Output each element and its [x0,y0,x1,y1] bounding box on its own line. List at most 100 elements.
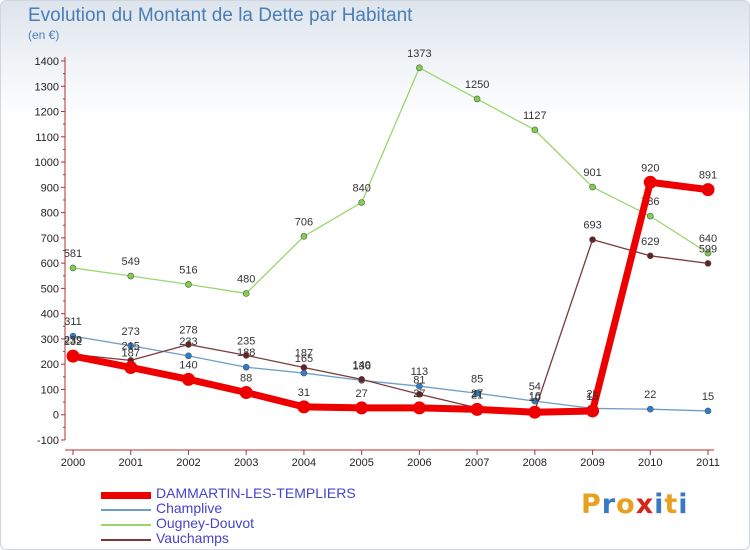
legend-swatch [101,539,151,541]
x-tick-label: 2007 [465,457,489,469]
data-label-vauchamps: 16 [529,391,541,403]
legend-label: Vauchamps [156,530,229,546]
y-tick-label: 200 [41,359,59,371]
data-point-ougney-douvot [300,233,308,240]
data-point-ougney-douvot [416,64,423,72]
data-point-vauchamps [704,260,712,267]
data-point-vauchamps [300,364,308,371]
y-tick-label: -100 [37,435,59,447]
data-label-champlive: 136 [352,360,370,372]
data-point-ougney-douvot [185,281,192,288]
data-label-ougney-douvot: 581 [64,248,82,260]
series-line-dammartin-les-templiers [72,178,709,416]
data-label-dammartin-les-templiers: 187 [122,347,140,359]
data-label-champlive: 165 [295,353,313,365]
chart-title: Evolution du Montant de la Dette par Hab… [28,5,413,26]
data-label-dammartin-les-templiers: 21 [471,389,483,401]
data-point-ougney-douvot [704,249,712,257]
data-label-dammartin-les-templiers: 27 [356,388,368,400]
legend-swatch [101,491,151,499]
data-label-champlive: 273 [122,326,140,338]
data-point-champlive [416,382,423,390]
data-label-dammartin-les-templiers: 27 [413,388,425,400]
data-point-dammartin-les-templiers [470,402,484,416]
data-point-champlive [704,407,712,415]
data-point-dammartin-les-templiers [355,401,369,415]
data-label-vauchamps: 140 [352,359,370,371]
data-point-ougney-douvot [358,199,365,206]
data-label-vauchamps: 239 [64,334,82,346]
data-label-champlive: 15 [702,391,714,403]
y-tick-label: 1200 [35,107,59,119]
y-tick-label: 300 [41,334,59,346]
data-label-ougney-douvot: 1250 [465,79,489,91]
data-point-champlive [127,342,135,350]
data-point-vauchamps [242,352,250,359]
data-point-dammartin-les-templiers [124,360,138,374]
data-point-champlive [185,352,192,360]
chart-unit-label: (en €) [28,28,60,42]
y-tick-label: 800 [41,208,59,220]
data-label-vauchamps: 599 [699,243,717,255]
x-tick-label: 2003 [234,457,258,469]
data-label-dammartin-les-templiers: 920 [641,162,659,174]
x-tick-label: 2011 [696,457,720,469]
data-point-dammartin-les-templiers [66,349,80,363]
data-label-ougney-douvot: 480 [237,273,255,285]
data-point-dammartin-les-templiers [239,385,253,399]
proxiti-logo: Proxiti [581,489,689,520]
data-point-ougney-douvot [531,126,539,134]
x-tick-label: 2001 [118,457,142,469]
data-label-ougney-douvot: 706 [295,216,313,228]
data-label-vauchamps: 187 [295,347,313,359]
y-tick-label: 900 [41,182,59,194]
data-point-champlive [646,405,654,413]
x-tick-label: 2005 [349,457,373,469]
data-point-champlive [473,389,481,397]
data-point-vauchamps [416,390,423,398]
y-tick-label: 700 [41,233,59,245]
data-label-vauchamps: 278 [179,324,197,336]
data-point-dammartin-les-templiers [181,372,195,386]
data-point-vauchamps [358,376,365,383]
data-point-dammartin-les-templiers [586,404,600,418]
logo-letter: i [654,489,665,520]
data-label-ougney-douvot: 840 [352,182,370,194]
logo-letter: x [635,489,655,520]
legend-swatch [101,509,151,511]
legend-label: DAMMARTIN-LES-TEMPLIERS [156,485,356,501]
y-tick-label: 600 [41,258,59,270]
x-tick-label: 2000 [61,457,85,469]
data-label-dammartin-les-templiers: 10 [529,392,541,404]
data-point-dammartin-les-templiers [643,175,657,189]
logo-letter: i [678,489,689,520]
data-label-dammartin-les-templiers: 88 [240,372,252,384]
y-tick-label: 400 [41,309,59,321]
data-label-champlive: 85 [471,373,483,385]
data-label-dammartin-les-templiers: 232 [64,336,82,348]
logo-letter: P [581,489,602,520]
data-label-vauchamps: 693 [583,220,601,232]
data-label-ougney-douvot: 1127 [523,110,547,122]
data-label-vauchamps: 629 [641,236,659,248]
legend-label: Champlive [156,500,223,516]
data-label-vauchamps: 81 [413,374,425,386]
data-label-champlive: 22 [644,389,656,401]
data-point-ougney-douvot [473,95,481,103]
data-point-ougney-douvot [646,212,654,220]
data-label-vauchamps: 27 [471,388,483,400]
data-label-champlive: 54 [529,381,541,393]
x-tick-label: 2010 [638,457,662,469]
data-label-vauchamps: 215 [122,340,140,352]
data-label-vauchamps: 235 [237,335,255,347]
data-label-dammartin-les-templiers: 891 [699,170,717,182]
logo-letter: r [601,489,617,520]
data-point-vauchamps [589,236,596,243]
logo-letter: o [616,489,636,520]
data-point-champlive [242,363,250,371]
data-point-dammartin-les-templiers [528,405,542,419]
data-point-champlive [300,369,308,377]
data-point-vauchamps [646,252,654,260]
